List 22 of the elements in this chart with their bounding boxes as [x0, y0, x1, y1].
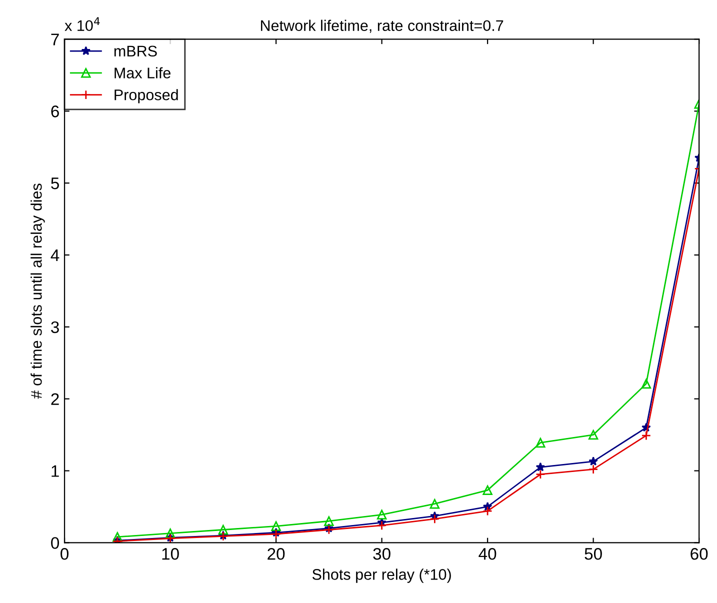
text: x 10$^{4}$ — [64, 17, 100, 32]
x-tick-label: 50 — [584, 548, 602, 560]
y-tick-label: 4 — [50, 250, 60, 262]
y-tick-label: 5 — [51, 178, 59, 190]
legend-label: Max Life — [114, 67, 170, 78]
x-tick-label: 40 — [478, 548, 496, 560]
y-tick-label: 2 — [51, 393, 59, 405]
legend-label: mBRS — [114, 46, 157, 57]
x-tick-label: 10 — [162, 548, 179, 560]
chart-title: Network lifetime, rate constraint=0.7 — [261, 20, 504, 33]
y-tick-label: 6 — [51, 106, 59, 118]
y-axis-title: # of time slots until all relay dies — [30, 184, 45, 399]
x-tick-label: 20 — [268, 548, 285, 560]
x-tick-label: 30 — [373, 548, 390, 560]
y-tick-label: 7 — [51, 34, 59, 46]
y-tick-label: 3 — [51, 321, 59, 334]
x-tick-label: 60 — [690, 548, 708, 560]
y-tick-label: 1 — [52, 465, 59, 477]
x-tick-label: 0 — [60, 548, 69, 560]
y-tick-label: 0 — [51, 537, 60, 549]
x-axis-title: Shots per relay (*10) — [312, 568, 451, 583]
legend-label: Proposed — [114, 89, 178, 104]
